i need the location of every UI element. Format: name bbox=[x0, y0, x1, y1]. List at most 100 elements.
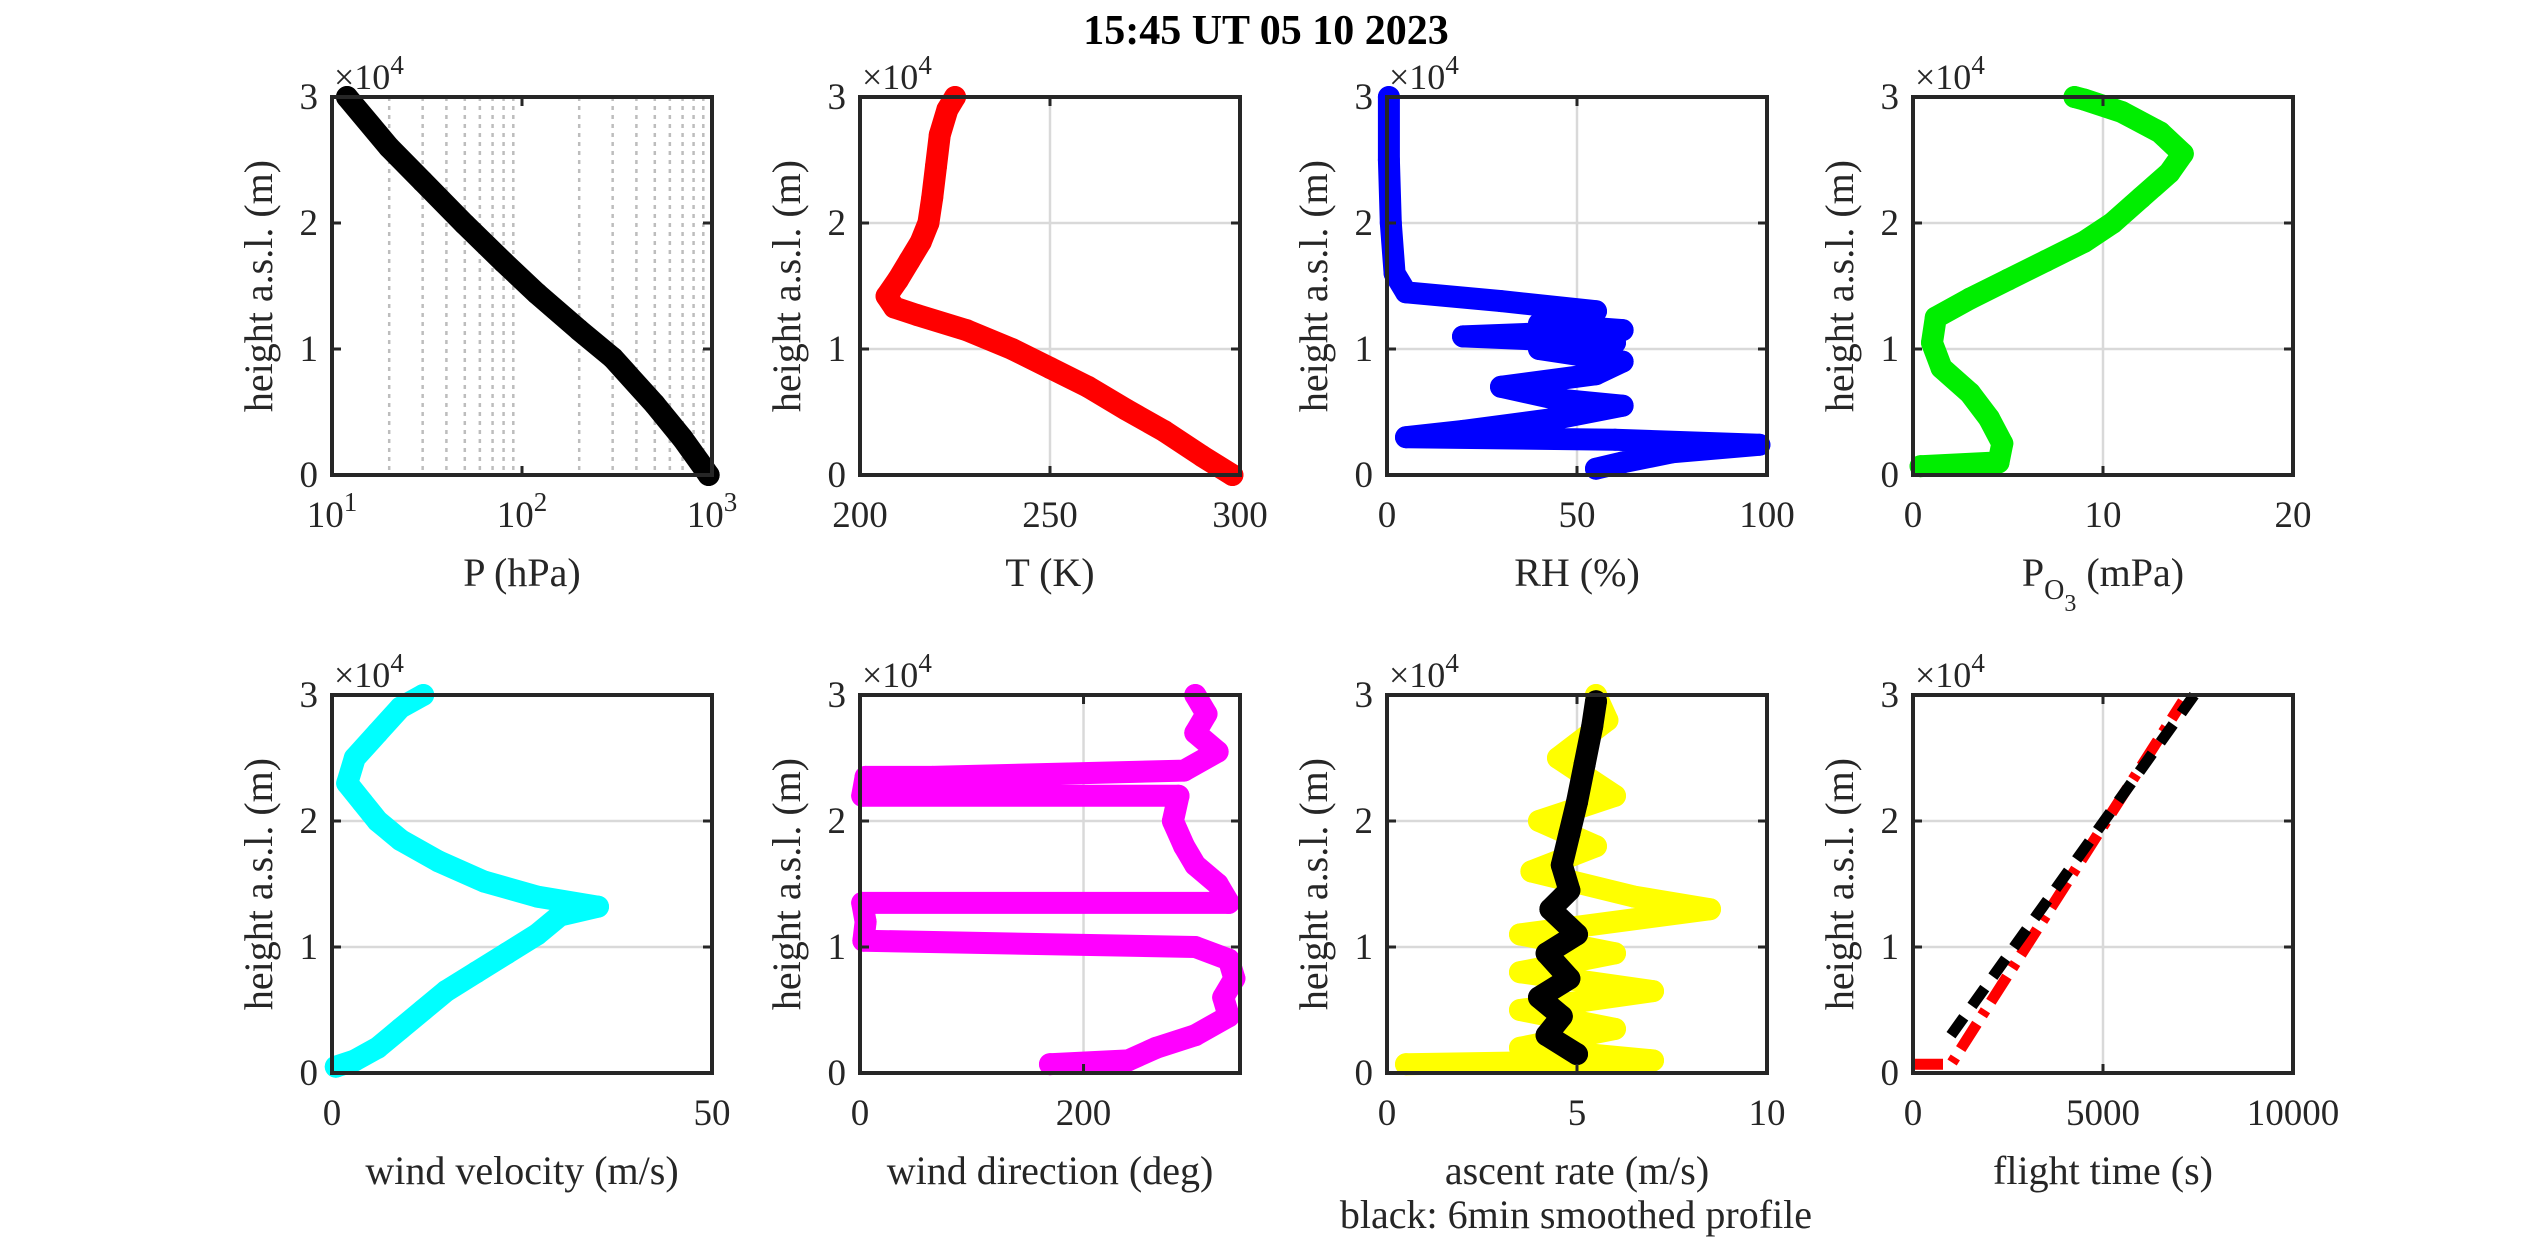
data-point bbox=[671, 427, 694, 450]
y-tick-label: 0 bbox=[828, 1053, 847, 1094]
data-point bbox=[1573, 753, 1596, 776]
data-point bbox=[921, 765, 944, 788]
data-point bbox=[526, 282, 549, 305]
data-point bbox=[1528, 986, 1550, 1009]
y-tick-label: 2 bbox=[1881, 801, 1900, 842]
x-tick-label: 200 bbox=[1056, 1093, 1112, 1134]
data-point bbox=[465, 961, 488, 984]
y-tick-label: 3 bbox=[828, 77, 847, 118]
data-point bbox=[389, 828, 412, 851]
data-point bbox=[1161, 810, 1184, 832]
data-point bbox=[1383, 262, 1406, 285]
data-point bbox=[1924, 306, 1947, 329]
data-point bbox=[1509, 923, 1531, 946]
y-tick-label: 3 bbox=[1355, 675, 1374, 716]
x-tick-label: 0 bbox=[851, 1093, 870, 1134]
data-point bbox=[1212, 986, 1235, 1009]
data-point bbox=[1997, 268, 2019, 291]
y-tick-label: 3 bbox=[300, 675, 319, 716]
data-point bbox=[568, 319, 591, 342]
data-point bbox=[495, 942, 518, 965]
data-point bbox=[412, 999, 435, 1021]
data-point bbox=[1395, 281, 1417, 304]
subplot-6: 0 1 2 3 0 200 ×104 height a.s.l. (m) wind direct… bbox=[764, 648, 1246, 1193]
data-point bbox=[1217, 891, 1240, 914]
y-axis-label: height a.s.l. (m) bbox=[236, 758, 281, 1010]
y-tick-label: 2 bbox=[828, 203, 847, 244]
x-tick-label: 10000 bbox=[2247, 1093, 2340, 1134]
data-point bbox=[1528, 810, 1550, 832]
data-point bbox=[526, 885, 549, 908]
data-point bbox=[875, 285, 898, 308]
y-axis-label: height a.s.l. (m) bbox=[1817, 758, 1862, 1010]
data-layer bbox=[875, 86, 1244, 486]
data-point bbox=[1547, 407, 1569, 430]
data-point bbox=[1509, 1036, 1531, 1059]
subplot-1: 0 1 2 3 101 102 103 ×104 height a.s.l. (m) P (hPa… bbox=[236, 50, 737, 595]
figure-title: 15:45 UT 05 10 2023 bbox=[1083, 8, 1449, 54]
data-point bbox=[2101, 212, 2124, 234]
data-point bbox=[389, 696, 412, 719]
data-point bbox=[1206, 740, 1229, 763]
y-tick-label: 2 bbox=[828, 801, 847, 842]
data-point bbox=[366, 1036, 389, 1059]
data-point bbox=[2149, 121, 2171, 144]
data-point bbox=[887, 268, 909, 291]
data-point bbox=[1520, 860, 1543, 883]
axes-box bbox=[858, 693, 1242, 1075]
data-point bbox=[1748, 433, 1771, 456]
data-point bbox=[351, 791, 374, 814]
data-point bbox=[1217, 948, 1240, 971]
x-tick-label: 0 bbox=[1378, 495, 1397, 536]
y-exponent-label: ×104 bbox=[334, 648, 404, 695]
data-point bbox=[1509, 999, 1531, 1021]
y-tick-label: 1 bbox=[1355, 927, 1374, 968]
data-point bbox=[928, 123, 951, 146]
data-point bbox=[1452, 325, 1474, 348]
data-point bbox=[1223, 967, 1246, 990]
data-point bbox=[1117, 1049, 1140, 1072]
data-point bbox=[1547, 388, 1569, 411]
data-point bbox=[1909, 455, 1932, 478]
data-point bbox=[1173, 835, 1196, 858]
subplot-8: 0 1 2 3 0 5000 10000 ×104 height a.s.l. (m) fligh… bbox=[1817, 648, 2339, 1193]
data-point bbox=[1991, 432, 2014, 455]
data-point bbox=[1550, 854, 1573, 877]
data-point bbox=[411, 170, 434, 193]
y-tick-label: 1 bbox=[828, 927, 847, 968]
data-layer bbox=[851, 684, 1246, 1076]
data-point bbox=[1184, 1024, 1207, 1047]
data-point bbox=[1153, 419, 1175, 442]
y-exponent-label: ×104 bbox=[334, 50, 404, 97]
x-tick-label: 100 bbox=[1739, 495, 1795, 536]
data-point bbox=[1585, 300, 1607, 323]
y-axis-label: height a.s.l. (m) bbox=[1291, 160, 1336, 412]
y-exponent-label: ×104 bbox=[1915, 648, 1985, 695]
x-axis-label: RH (%) bbox=[1514, 550, 1640, 595]
y-tick-label: 0 bbox=[1881, 1053, 1900, 1094]
data-point bbox=[854, 910, 877, 933]
x-axis-label: wind direction (deg) bbox=[887, 1148, 1214, 1193]
y-tick-label: 0 bbox=[300, 455, 319, 496]
data-point bbox=[1611, 394, 1634, 417]
data-point bbox=[2035, 249, 2057, 272]
data-point bbox=[366, 721, 389, 744]
x-axis-label: ascent rate (m/s) bbox=[1445, 1148, 1709, 1193]
y-tick-label: 1 bbox=[300, 927, 319, 968]
y-axis-label: height a.s.l. (m) bbox=[1817, 160, 1862, 412]
data-layer bbox=[336, 86, 720, 486]
data-point bbox=[1921, 331, 1943, 354]
data-layer bbox=[324, 684, 609, 1078]
y-tick-label: 3 bbox=[1355, 77, 1374, 118]
data-point bbox=[1585, 363, 1607, 386]
y-exponent-label: ×104 bbox=[1915, 50, 1985, 97]
subplot-5: 0 1 2 3 0 50 ×104 height a.s.l. (m) wind velocit… bbox=[236, 648, 731, 1193]
x-tick-label: 50 bbox=[1559, 495, 1596, 536]
data-point bbox=[1581, 715, 1604, 738]
data-point bbox=[427, 850, 450, 873]
data-layer bbox=[1395, 684, 1721, 1076]
data-point bbox=[343, 1049, 366, 1072]
data-point bbox=[526, 923, 549, 946]
data-point bbox=[1959, 287, 1981, 310]
